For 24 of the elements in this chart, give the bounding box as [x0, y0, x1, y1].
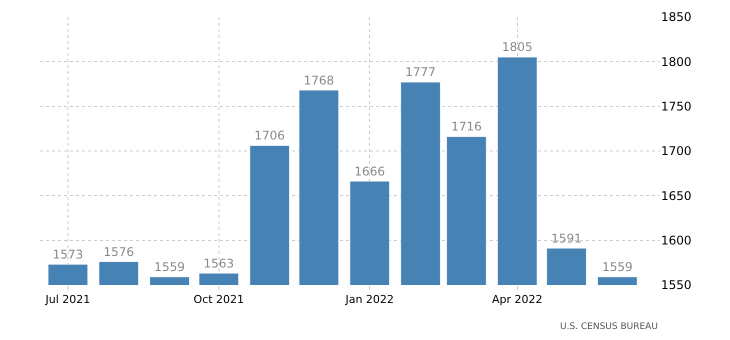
- data-label: 1563: [204, 256, 234, 270]
- data-label: 1706: [254, 128, 285, 143]
- data-label: 1666: [354, 164, 385, 178]
- x-tick-label: Jan 2022: [344, 293, 394, 306]
- x-tick-label: Oct 2021: [194, 293, 244, 306]
- data-label: 1591: [551, 231, 582, 246]
- data-label: 1777: [405, 65, 436, 80]
- data-label: 1559: [154, 260, 185, 274]
- x-tick-label: Apr 2022: [492, 293, 543, 306]
- x-tick-label: Jul 2021: [44, 293, 90, 306]
- text: U.S. CENSUS BUREAU: [560, 322, 658, 332]
- y-tick-label: 1600: [661, 234, 692, 248]
- y-tick-label: 1550: [661, 278, 692, 292]
- data-label: 1573: [52, 247, 84, 262]
- data-label: 1559: [602, 260, 633, 274]
- y-tick-label: 1850: [661, 10, 692, 24]
- y-tick-label: 1700: [661, 144, 692, 158]
- data-label: 1768: [304, 73, 334, 88]
- y-tick-label: 1750: [661, 100, 692, 114]
- data-label: 1805: [502, 40, 533, 54]
- data-label: 1716: [451, 120, 482, 134]
- y-tick-label: 1650: [661, 188, 692, 203]
- data-label: 1576: [103, 244, 134, 259]
- y-tick-label: 1800: [661, 54, 692, 69]
